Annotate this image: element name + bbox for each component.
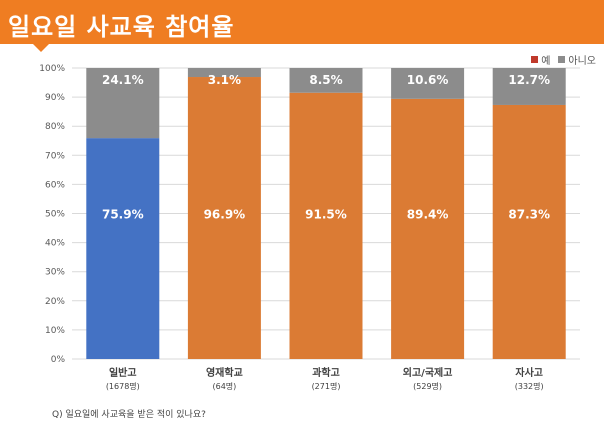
x-category-label: 영재학교 (206, 366, 243, 379)
bar-yes (289, 92, 363, 360)
bar-yes (391, 98, 465, 359)
data-label-yes: 75.9% (102, 208, 144, 222)
bar-no (289, 68, 363, 93)
y-tick-label: 30% (45, 268, 65, 278)
page-title: 일요일 사교육 참여율 (8, 13, 235, 41)
survey-question: Q) 일요일에 사교육을 받은 적이 있나요? (52, 410, 206, 420)
x-category-sublabel: (64명) (213, 381, 237, 391)
x-category-sublabel: (332명) (515, 381, 544, 391)
x-category-label: 자사고 (515, 366, 543, 379)
x-category-label: 과학고 (312, 366, 340, 379)
y-tick-label: 40% (45, 239, 65, 249)
data-label-yes: 91.5% (305, 208, 347, 222)
legend-label-no: 아니오 (568, 56, 596, 67)
bar-no (86, 68, 160, 139)
data-label-no: 8.5% (309, 73, 342, 87)
legend-item-no: 아니오 (558, 52, 596, 67)
y-tick-label: 70% (45, 151, 65, 161)
y-tick-label: 10% (45, 326, 65, 336)
data-label-no: 3.1% (208, 73, 241, 87)
y-tick-label: 90% (45, 93, 65, 103)
data-label-no: 10.6% (407, 73, 449, 87)
y-tick-label: 60% (45, 180, 65, 190)
x-category-label: 외고/국제고 (403, 366, 453, 379)
header-notch (33, 44, 49, 52)
legend-swatch-no (558, 56, 566, 63)
data-label-no: 24.1% (102, 73, 144, 87)
header-banner: 일요일 사교육 참여율 (0, 0, 604, 44)
y-tick-label: 100% (39, 64, 65, 74)
bar-no (187, 68, 261, 78)
data-label-no: 12.7% (508, 73, 550, 87)
data-label-yes: 96.9% (204, 208, 246, 222)
legend-swatch-yes (531, 56, 539, 63)
x-category-label: 일반고 (109, 366, 137, 379)
x-category-sublabel: (271명) (312, 381, 341, 391)
bar-no (492, 68, 566, 105)
x-category-sublabel: (529명) (413, 381, 442, 391)
chart-legend: 예 아니오 (527, 52, 596, 67)
bar-no (391, 68, 465, 99)
data-label-yes: 89.4% (407, 208, 449, 222)
y-tick-label: 0% (51, 355, 66, 365)
x-category-sublabel: (1678명) (106, 381, 140, 391)
data-label-yes: 87.3% (508, 208, 550, 222)
legend-item-yes: 예 (531, 52, 550, 67)
bar-yes (492, 104, 566, 359)
y-tick-label: 20% (45, 297, 65, 307)
bar-yes (187, 77, 261, 359)
y-tick-label: 80% (45, 122, 65, 132)
y-tick-label: 50% (45, 210, 65, 220)
bar-yes (86, 138, 160, 359)
legend-label-yes: 예 (541, 56, 551, 67)
